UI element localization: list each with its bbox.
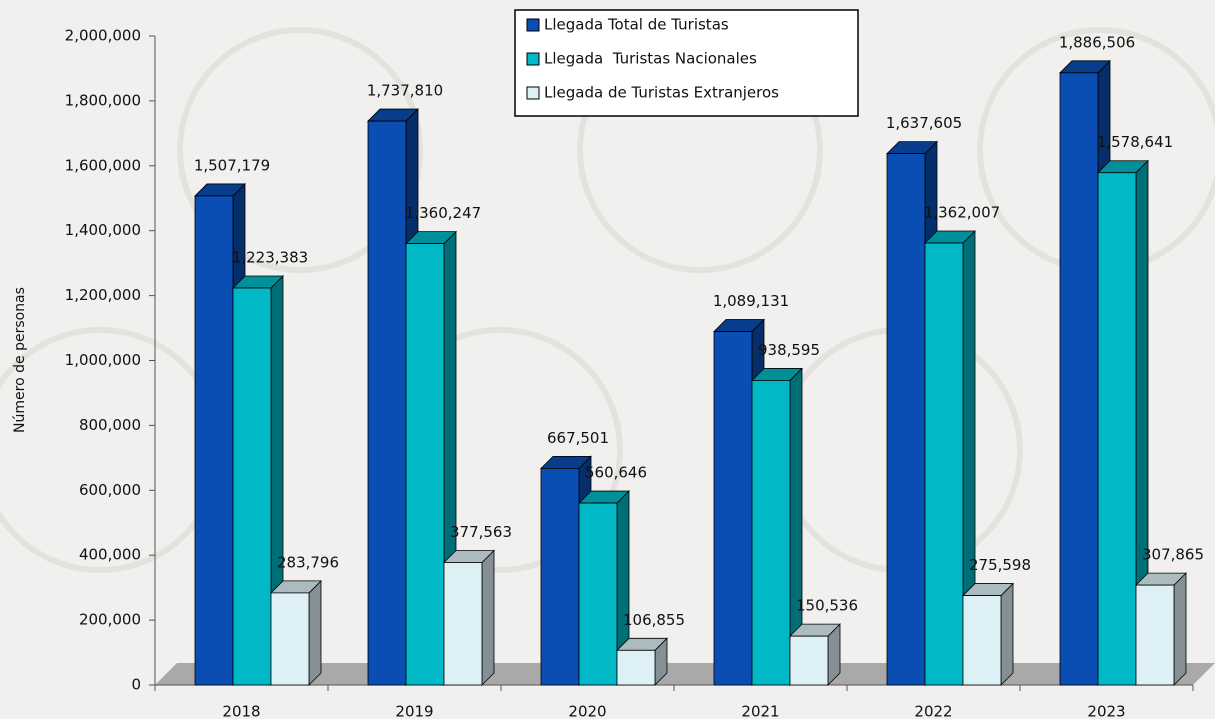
y-tick-label: 0 <box>131 676 141 694</box>
data-label: 1,223,383 <box>232 249 308 267</box>
data-label: 1,507,179 <box>194 156 270 174</box>
x-tick-label: 2023 <box>1087 703 1125 719</box>
bar <box>886 153 926 686</box>
bar <box>1097 172 1137 686</box>
legend-swatch <box>526 52 540 66</box>
x-tick-label: 2021 <box>741 703 779 719</box>
x-tick-label: 2018 <box>222 703 260 719</box>
bar-side <box>481 549 495 686</box>
y-tick-label: 1,800,000 <box>65 91 141 109</box>
bar <box>962 595 1002 686</box>
legend-box <box>514 9 859 117</box>
legend-label: Llegada de Turistas Extranjeros <box>544 84 779 102</box>
bar <box>789 635 829 686</box>
x-tick-label: 2019 <box>395 703 433 719</box>
bar <box>270 592 310 686</box>
y-tick-label: 200,000 <box>79 611 141 629</box>
bar <box>443 562 483 686</box>
y-tick-label: 400,000 <box>79 546 141 564</box>
data-label: 560,646 <box>585 464 647 482</box>
y-axis-label: Número de personas <box>12 287 28 433</box>
bar <box>540 467 580 686</box>
data-label: 1,886,506 <box>1059 33 1135 51</box>
bar <box>1135 584 1175 686</box>
y-tick-label: 1,200,000 <box>65 286 141 304</box>
y-tick-label: 600,000 <box>79 481 141 499</box>
data-label: 275,598 <box>969 556 1031 574</box>
bar <box>578 502 618 686</box>
y-tick-label: 1,600,000 <box>65 156 141 174</box>
y-tick-label: 1,000,000 <box>65 351 141 369</box>
data-label: 1,578,641 <box>1097 133 1173 151</box>
data-label: 1,637,605 <box>886 114 962 132</box>
data-label: 283,796 <box>277 553 339 571</box>
bar <box>751 380 791 686</box>
y-tick-label: 1,400,000 <box>65 221 141 239</box>
legend-label: Llegada Total de Turistas <box>544 16 729 34</box>
y-tick-label: 2,000,000 <box>65 27 141 45</box>
y-tick-label: 800,000 <box>79 416 141 434</box>
data-label: 106,855 <box>623 611 685 629</box>
data-label: 150,536 <box>796 597 858 615</box>
bar-side <box>1173 572 1187 686</box>
bar <box>194 195 234 686</box>
bar-side <box>308 579 322 686</box>
data-label: 307,865 <box>1142 546 1204 564</box>
bar <box>924 242 964 686</box>
bar <box>232 287 272 686</box>
legend-label: Llegada Turistas Nacionales <box>544 50 757 68</box>
bar <box>616 649 656 686</box>
legend-swatch <box>526 86 540 100</box>
bar <box>367 120 407 686</box>
data-label: 377,563 <box>450 523 512 541</box>
bar <box>405 243 445 686</box>
data-label: 938,595 <box>758 341 820 359</box>
data-label: 1,360,247 <box>405 204 481 222</box>
x-tick-label: 2022 <box>914 703 952 719</box>
data-label: 1,737,810 <box>367 82 443 100</box>
data-label: 1,089,131 <box>713 292 789 310</box>
data-label: 1,362,007 <box>924 204 1000 222</box>
data-label: 667,501 <box>547 429 609 447</box>
legend-swatch <box>526 18 540 32</box>
bar-side <box>1000 582 1014 686</box>
bar <box>1059 72 1099 686</box>
bar <box>713 331 753 686</box>
x-tick-label: 2020 <box>568 703 606 719</box>
